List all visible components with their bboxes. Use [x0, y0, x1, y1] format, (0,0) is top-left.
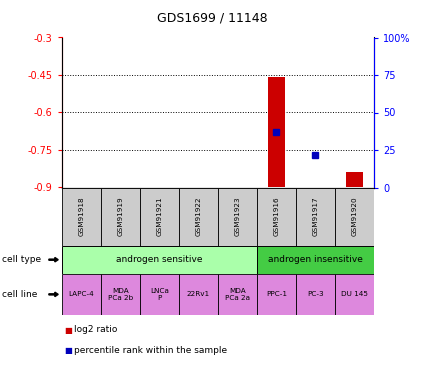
Bar: [346, 172, 363, 188]
Text: percentile rank within the sample: percentile rank within the sample: [74, 346, 227, 355]
Text: ■: ■: [64, 326, 72, 334]
Text: cell type: cell type: [2, 255, 41, 264]
Bar: [257, 188, 296, 246]
Text: ■: ■: [64, 346, 72, 355]
Bar: [218, 188, 257, 246]
Text: LAPC-4: LAPC-4: [68, 291, 94, 297]
Bar: [218, 274, 257, 315]
Text: GSM91921: GSM91921: [156, 197, 162, 236]
Text: androgen insensitive: androgen insensitive: [268, 255, 363, 264]
Bar: [257, 246, 374, 274]
Text: GSM91917: GSM91917: [312, 197, 318, 236]
Bar: [257, 274, 296, 315]
Text: log2 ratio: log2 ratio: [74, 326, 118, 334]
Text: PC-3: PC-3: [307, 291, 324, 297]
Text: GSM91923: GSM91923: [234, 197, 240, 236]
Bar: [62, 274, 101, 315]
Text: GSM91922: GSM91922: [196, 197, 201, 236]
Text: androgen sensitive: androgen sensitive: [116, 255, 202, 264]
Text: DU 145: DU 145: [341, 291, 368, 297]
Text: cell line: cell line: [2, 290, 37, 299]
Text: GSM91919: GSM91919: [117, 197, 123, 236]
Bar: [296, 188, 335, 246]
Text: GSM91920: GSM91920: [351, 197, 357, 236]
Bar: [179, 274, 218, 315]
Bar: [140, 274, 179, 315]
Text: GSM91918: GSM91918: [78, 197, 84, 236]
Bar: [335, 188, 374, 246]
Text: MDA
PCa 2b: MDA PCa 2b: [108, 288, 133, 301]
Text: MDA
PCa 2a: MDA PCa 2a: [225, 288, 250, 301]
Bar: [62, 188, 101, 246]
Bar: [179, 188, 218, 246]
Bar: [268, 78, 285, 188]
Bar: [101, 188, 140, 246]
Text: GDS1699 / 11148: GDS1699 / 11148: [157, 11, 268, 24]
Bar: [335, 274, 374, 315]
Bar: [62, 246, 257, 274]
Bar: [101, 274, 140, 315]
Text: LNCa
P: LNCa P: [150, 288, 169, 301]
Bar: [140, 188, 179, 246]
Bar: [296, 274, 335, 315]
Text: GSM91916: GSM91916: [273, 197, 279, 236]
Text: 22Rv1: 22Rv1: [187, 291, 210, 297]
Text: PPC-1: PPC-1: [266, 291, 287, 297]
